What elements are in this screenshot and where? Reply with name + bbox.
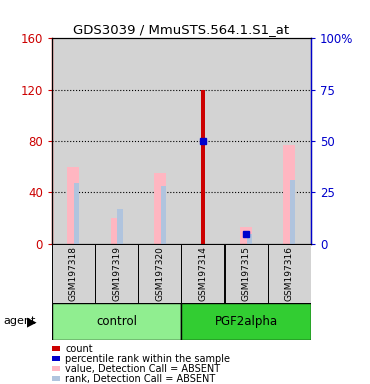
Bar xyxy=(154,173,166,244)
Text: rank, Detection Call = ABSENT: rank, Detection Call = ABSENT xyxy=(65,374,216,384)
Bar xyxy=(181,38,225,244)
Text: GSM197320: GSM197320 xyxy=(155,246,164,301)
Bar xyxy=(95,38,138,244)
Text: GSM197315: GSM197315 xyxy=(242,246,250,301)
Title: GDS3039 / MmuSTS.564.1.S1_at: GDS3039 / MmuSTS.564.1.S1_at xyxy=(73,23,289,36)
Bar xyxy=(138,38,181,244)
Bar xyxy=(225,38,268,244)
Bar xyxy=(290,180,295,244)
Text: GSM197314: GSM197314 xyxy=(198,246,207,301)
Bar xyxy=(240,227,252,244)
FancyBboxPatch shape xyxy=(268,244,311,303)
Bar xyxy=(117,209,122,244)
Bar xyxy=(161,186,166,244)
Bar xyxy=(52,38,95,244)
FancyBboxPatch shape xyxy=(181,244,225,303)
FancyBboxPatch shape xyxy=(138,244,181,303)
FancyBboxPatch shape xyxy=(225,244,268,303)
FancyBboxPatch shape xyxy=(95,244,138,303)
Text: GSM197316: GSM197316 xyxy=(285,246,294,301)
Text: percentile rank within the sample: percentile rank within the sample xyxy=(65,354,231,364)
Bar xyxy=(247,233,252,244)
Bar xyxy=(283,145,295,244)
Text: ▶: ▶ xyxy=(27,315,36,328)
Text: GSM197318: GSM197318 xyxy=(69,246,78,301)
Text: control: control xyxy=(96,315,137,328)
Text: value, Detection Call = ABSENT: value, Detection Call = ABSENT xyxy=(65,364,221,374)
FancyBboxPatch shape xyxy=(181,303,311,340)
Text: agent: agent xyxy=(4,316,36,326)
Bar xyxy=(111,218,122,244)
Bar xyxy=(268,38,311,244)
Text: count: count xyxy=(65,344,93,354)
Bar xyxy=(67,167,80,244)
Bar xyxy=(201,90,205,244)
FancyBboxPatch shape xyxy=(52,303,181,340)
Bar xyxy=(74,184,80,244)
FancyBboxPatch shape xyxy=(52,244,95,303)
Text: PGF2alpha: PGF2alpha xyxy=(215,315,278,328)
Text: GSM197319: GSM197319 xyxy=(112,246,121,301)
